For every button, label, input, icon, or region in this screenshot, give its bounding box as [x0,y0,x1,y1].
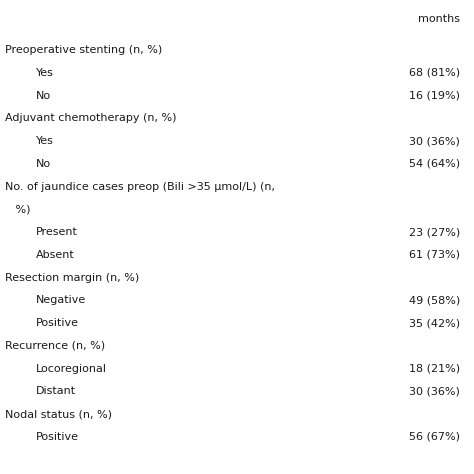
Text: No: No [36,159,51,169]
Text: 54 (64%): 54 (64%) [409,159,460,169]
Text: Distant: Distant [36,386,76,396]
Text: 56 (67%): 56 (67%) [409,432,460,442]
Text: Preoperative stenting (n, %): Preoperative stenting (n, %) [5,45,162,55]
Text: 68 (81%): 68 (81%) [409,68,460,78]
Text: months: months [418,14,460,24]
Text: 61 (73%): 61 (73%) [409,250,460,260]
Text: Yes: Yes [36,68,54,78]
Text: Adjuvant chemotherapy (n, %): Adjuvant chemotherapy (n, %) [5,113,176,123]
Text: Positive: Positive [36,318,79,328]
Text: Nodal status (n, %): Nodal status (n, %) [5,409,112,419]
Text: 49 (58%): 49 (58%) [409,295,460,305]
Text: 35 (42%): 35 (42%) [409,318,460,328]
Text: Resection margin (n, %): Resection margin (n, %) [5,273,139,283]
Text: Locoregional: Locoregional [36,364,107,374]
Text: 18 (21%): 18 (21%) [409,364,460,374]
Text: No. of jaundice cases preop (Bili >35 μmol/L) (n,: No. of jaundice cases preop (Bili >35 μm… [5,182,275,191]
Text: Yes: Yes [36,136,54,146]
Text: 23 (27%): 23 (27%) [409,227,460,237]
Text: Recurrence (n, %): Recurrence (n, %) [5,341,105,351]
Text: 16 (19%): 16 (19%) [409,91,460,100]
Text: 30 (36%): 30 (36%) [409,386,460,396]
Text: Negative: Negative [36,295,86,305]
Text: %): %) [5,204,30,214]
Text: No: No [36,91,51,100]
Text: Present: Present [36,227,77,237]
Text: Absent: Absent [36,250,74,260]
Text: Positive: Positive [36,432,79,442]
Text: 30 (36%): 30 (36%) [409,136,460,146]
